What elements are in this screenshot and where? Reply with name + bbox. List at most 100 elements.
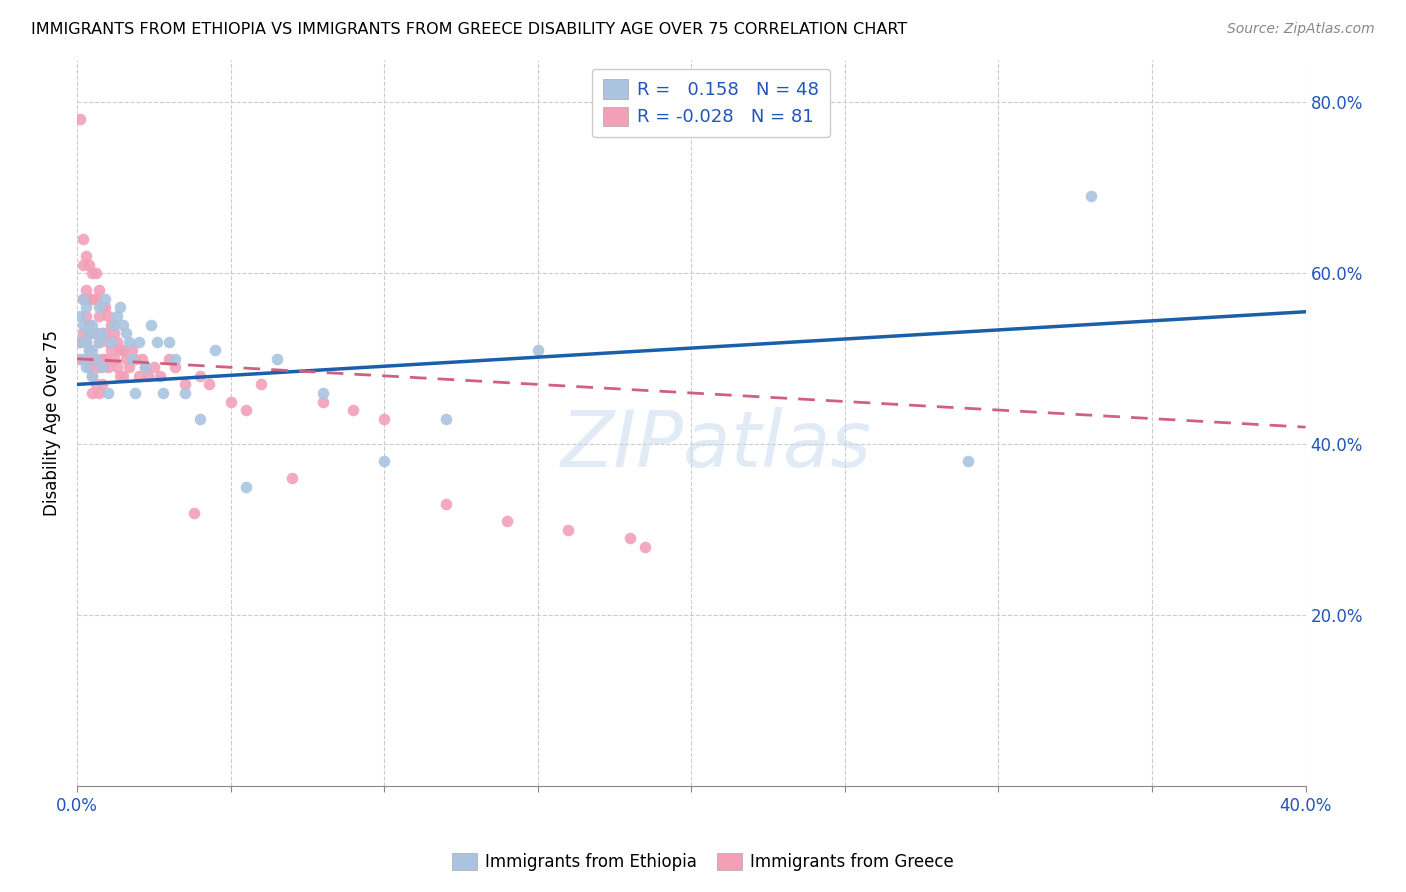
Point bbox=[165, 351, 187, 366]
Point bbox=[557, 523, 579, 537]
Point bbox=[142, 360, 165, 375]
Point bbox=[84, 266, 107, 280]
Point bbox=[72, 258, 94, 272]
Text: ZIPatlas: ZIPatlas bbox=[561, 407, 872, 483]
Point bbox=[103, 318, 125, 332]
Point bbox=[72, 351, 94, 366]
Point bbox=[90, 301, 112, 315]
Point bbox=[82, 343, 104, 358]
Point bbox=[87, 301, 110, 315]
Point bbox=[173, 377, 195, 392]
Point bbox=[250, 377, 273, 392]
Legend: Immigrants from Ethiopia, Immigrants from Greece: Immigrants from Ethiopia, Immigrants fro… bbox=[443, 845, 963, 880]
Point bbox=[219, 394, 242, 409]
Point bbox=[87, 334, 110, 349]
Point bbox=[108, 343, 131, 358]
Point bbox=[128, 334, 150, 349]
Legend: R =   0.158   N = 48, R = -0.028   N = 81: R = 0.158 N = 48, R = -0.028 N = 81 bbox=[592, 69, 830, 137]
Point bbox=[134, 360, 156, 375]
Point bbox=[79, 360, 101, 375]
Point bbox=[79, 343, 101, 358]
Point bbox=[82, 266, 104, 280]
Point bbox=[84, 326, 107, 340]
Point bbox=[188, 368, 211, 383]
Point bbox=[97, 334, 120, 349]
Point bbox=[75, 334, 97, 349]
Point bbox=[198, 377, 221, 392]
Point bbox=[75, 351, 97, 366]
Point bbox=[157, 351, 180, 366]
Point bbox=[90, 351, 112, 366]
Point bbox=[204, 343, 226, 358]
Point bbox=[75, 284, 97, 298]
Point bbox=[139, 318, 162, 332]
Point bbox=[146, 334, 169, 349]
Point bbox=[105, 360, 128, 375]
Point bbox=[121, 343, 143, 358]
Point bbox=[100, 318, 122, 332]
Point bbox=[84, 292, 107, 306]
Point bbox=[149, 368, 172, 383]
Point bbox=[75, 249, 97, 263]
Point bbox=[93, 326, 115, 340]
Point bbox=[136, 368, 159, 383]
Point bbox=[87, 309, 110, 323]
Point bbox=[134, 360, 156, 375]
Point bbox=[434, 411, 457, 425]
Point bbox=[69, 351, 91, 366]
Point bbox=[496, 514, 519, 528]
Point bbox=[373, 411, 395, 425]
Point bbox=[79, 326, 101, 340]
Point bbox=[434, 497, 457, 511]
Point bbox=[90, 326, 112, 340]
Point bbox=[84, 351, 107, 366]
Point bbox=[103, 351, 125, 366]
Point bbox=[69, 334, 91, 349]
Point bbox=[312, 386, 335, 401]
Point bbox=[87, 334, 110, 349]
Point bbox=[79, 318, 101, 332]
Point bbox=[112, 368, 135, 383]
Point bbox=[69, 309, 91, 323]
Point bbox=[183, 506, 205, 520]
Point bbox=[100, 334, 122, 349]
Point bbox=[157, 334, 180, 349]
Point bbox=[105, 309, 128, 323]
Point bbox=[124, 386, 146, 401]
Point bbox=[72, 292, 94, 306]
Point bbox=[97, 386, 120, 401]
Point bbox=[84, 351, 107, 366]
Point bbox=[84, 377, 107, 392]
Point bbox=[75, 334, 97, 349]
Point bbox=[87, 386, 110, 401]
Point bbox=[128, 368, 150, 383]
Point bbox=[93, 351, 115, 366]
Point bbox=[84, 326, 107, 340]
Point bbox=[75, 301, 97, 315]
Point bbox=[105, 334, 128, 349]
Point bbox=[82, 368, 104, 383]
Point bbox=[188, 411, 211, 425]
Point bbox=[97, 360, 120, 375]
Point bbox=[69, 334, 91, 349]
Point bbox=[87, 284, 110, 298]
Point bbox=[93, 292, 115, 306]
Point bbox=[281, 471, 304, 485]
Point bbox=[72, 232, 94, 246]
Point bbox=[82, 386, 104, 401]
Point bbox=[72, 318, 94, 332]
Point bbox=[93, 301, 115, 315]
Point bbox=[79, 292, 101, 306]
Point bbox=[79, 343, 101, 358]
Point bbox=[108, 368, 131, 383]
Point bbox=[115, 351, 138, 366]
Point bbox=[82, 351, 104, 366]
Point bbox=[72, 326, 94, 340]
Point bbox=[97, 309, 120, 323]
Point bbox=[90, 377, 112, 392]
Point bbox=[112, 318, 135, 332]
Point bbox=[165, 360, 187, 375]
Point bbox=[634, 540, 657, 554]
Point bbox=[90, 326, 112, 340]
Point bbox=[103, 326, 125, 340]
